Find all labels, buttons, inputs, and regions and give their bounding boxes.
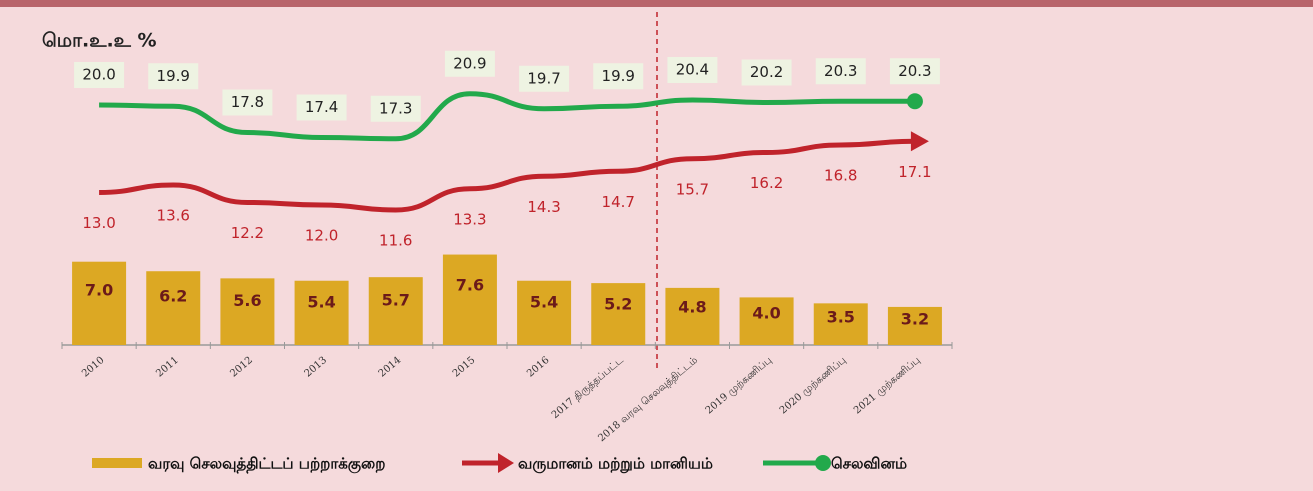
bar-label: 5.7: [382, 290, 410, 309]
bar-label: 5.4: [530, 293, 558, 312]
bar: [591, 283, 646, 345]
bar-label: 7.0: [85, 280, 113, 299]
legend-arrow: [498, 453, 514, 473]
label-box: [74, 62, 125, 88]
line-label: 17.1: [898, 163, 931, 181]
bar: [146, 271, 201, 345]
line-label: 14.7: [602, 193, 635, 211]
line-label: 20.3: [824, 62, 857, 80]
line-label: 12.0: [305, 227, 338, 245]
legend-label: செலவினம்: [831, 455, 907, 473]
label-box: [370, 95, 421, 122]
line-label: 13.0: [82, 214, 115, 232]
label-box: [815, 58, 866, 85]
bar: [220, 278, 275, 345]
bar: [739, 297, 794, 345]
line-label: 20.2: [750, 63, 783, 81]
bar: [517, 280, 572, 345]
label-box: [889, 58, 940, 85]
top-strip: [0, 0, 1313, 7]
legend-swatch: [92, 458, 142, 468]
label-box: [593, 63, 644, 90]
series-line: [99, 91, 915, 142]
bar: [294, 280, 349, 345]
bar-label: 7.6: [456, 276, 484, 295]
bar-label: 5.6: [233, 291, 261, 310]
bar-label: 3.5: [827, 307, 855, 326]
label-box: [296, 94, 347, 121]
bar-label: 4.8: [678, 297, 706, 316]
label-box: [222, 89, 273, 116]
series-line: [99, 138, 915, 213]
line-label: 20.0: [82, 66, 115, 84]
bar: [442, 254, 497, 345]
line-label: 14.3: [527, 198, 560, 216]
line-label: 19.9: [157, 67, 190, 85]
line-label: 15.7: [676, 180, 709, 198]
line-label: 17.8: [231, 93, 264, 111]
label-box: [148, 63, 199, 90]
bar: [72, 261, 127, 345]
legend-marker: [815, 455, 831, 471]
bar: [368, 277, 423, 345]
bar: [665, 287, 720, 345]
line-label: 20.4: [676, 61, 709, 79]
legend-label: வரவு செலவுத்திட்டப் பற்றாக்குறை: [148, 455, 385, 474]
bar-label: 5.4: [307, 293, 335, 312]
line-label: 20.3: [898, 62, 931, 80]
bar-label: 3.2: [901, 310, 929, 329]
label-box: [741, 59, 792, 86]
line-label: 19.7: [527, 69, 560, 87]
line-end-arrow: [910, 131, 929, 152]
line-label: 19.9: [602, 67, 635, 85]
label-box: [519, 65, 570, 92]
line-label: 20.9: [453, 54, 486, 72]
line-end-marker: [906, 93, 923, 110]
line-label: 13.3: [453, 210, 486, 228]
legend-label: வருமானம் மற்றும் மானியம்: [518, 455, 713, 474]
bar: [813, 303, 868, 345]
label-box: [667, 57, 718, 83]
line-label: 17.3: [379, 99, 412, 117]
line-label: 13.6: [157, 207, 190, 225]
bar: [887, 306, 942, 345]
line-label: 16.8: [824, 167, 857, 185]
bar-label: 4.0: [752, 304, 780, 323]
line-label: 11.6: [379, 232, 412, 250]
label-box: [444, 50, 495, 77]
line-label: 16.2: [750, 174, 783, 192]
bar-label: 6.2: [159, 287, 187, 306]
y-axis-label: மொ.உ.உ %: [42, 30, 157, 52]
line-label: 17.4: [305, 98, 338, 116]
line-label: 12.2: [231, 224, 264, 242]
bar-label: 5.2: [604, 294, 632, 313]
